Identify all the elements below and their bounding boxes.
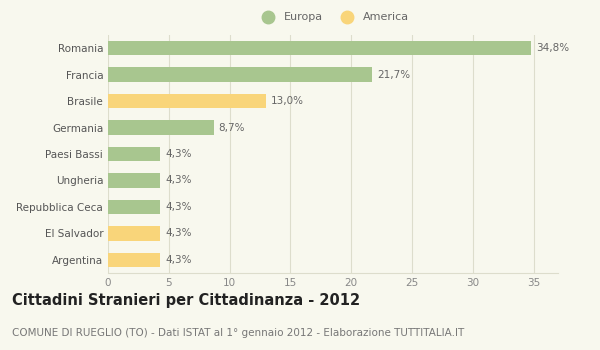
Bar bbox=[108, 120, 214, 135]
Bar bbox=[108, 68, 372, 82]
Bar bbox=[108, 173, 160, 188]
Text: 4,3%: 4,3% bbox=[165, 175, 191, 186]
Bar bbox=[108, 226, 160, 240]
Text: 4,3%: 4,3% bbox=[165, 149, 191, 159]
Text: 4,3%: 4,3% bbox=[165, 228, 191, 238]
Bar bbox=[108, 147, 160, 161]
Text: 34,8%: 34,8% bbox=[536, 43, 569, 53]
Text: 13,0%: 13,0% bbox=[271, 96, 304, 106]
Text: COMUNE DI RUEGLIO (TO) - Dati ISTAT al 1° gennaio 2012 - Elaborazione TUTTITALIA: COMUNE DI RUEGLIO (TO) - Dati ISTAT al 1… bbox=[12, 328, 464, 338]
Text: 4,3%: 4,3% bbox=[165, 202, 191, 212]
Text: 8,7%: 8,7% bbox=[218, 122, 245, 133]
Bar bbox=[108, 199, 160, 214]
Bar bbox=[108, 41, 531, 56]
Legend: Europa, America: Europa, America bbox=[255, 10, 411, 25]
Bar bbox=[108, 252, 160, 267]
Bar bbox=[108, 94, 266, 108]
Text: 4,3%: 4,3% bbox=[165, 255, 191, 265]
Text: Cittadini Stranieri per Cittadinanza - 2012: Cittadini Stranieri per Cittadinanza - 2… bbox=[12, 293, 360, 308]
Text: 21,7%: 21,7% bbox=[377, 70, 410, 80]
